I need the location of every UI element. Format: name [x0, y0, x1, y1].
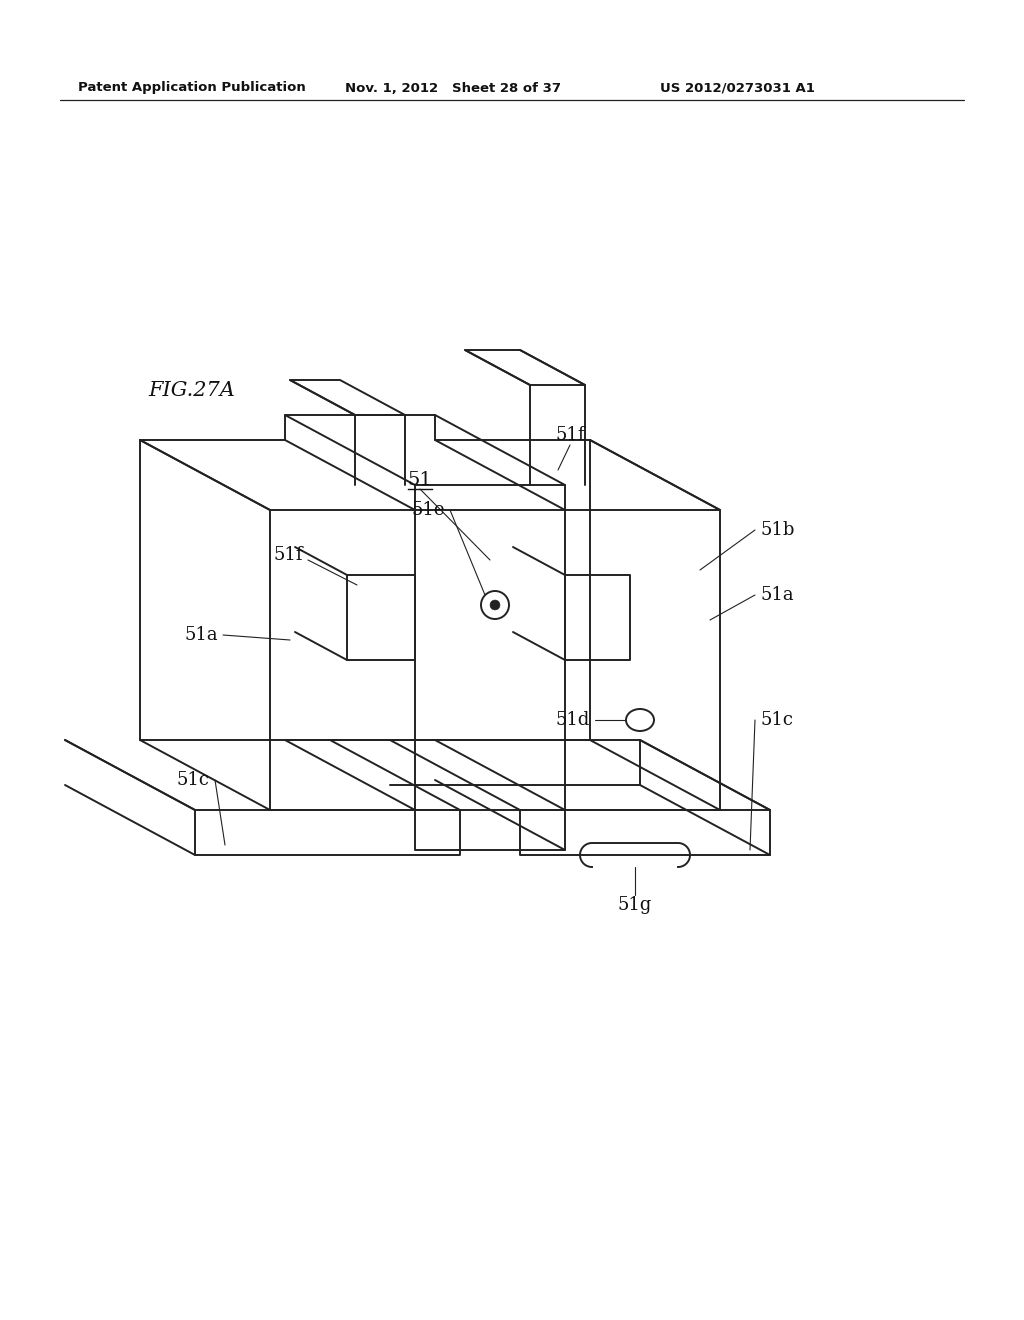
Text: 51c: 51c	[177, 771, 210, 789]
Circle shape	[490, 601, 500, 610]
Text: US 2012/0273031 A1: US 2012/0273031 A1	[660, 82, 815, 95]
Text: 51e: 51e	[412, 502, 445, 519]
Text: 51a: 51a	[760, 586, 794, 605]
Text: Nov. 1, 2012   Sheet 28 of 37: Nov. 1, 2012 Sheet 28 of 37	[345, 82, 561, 95]
Text: FIG.27A: FIG.27A	[148, 380, 234, 400]
Text: 51f: 51f	[555, 426, 585, 444]
Text: 51b: 51b	[760, 521, 795, 539]
Text: 51d: 51d	[556, 711, 590, 729]
Text: 51a: 51a	[184, 626, 218, 644]
Text: 51g: 51g	[617, 896, 652, 913]
Text: 51: 51	[408, 471, 432, 488]
Text: 51c: 51c	[760, 711, 793, 729]
Text: Patent Application Publication: Patent Application Publication	[78, 82, 306, 95]
Text: 51f: 51f	[273, 546, 303, 564]
